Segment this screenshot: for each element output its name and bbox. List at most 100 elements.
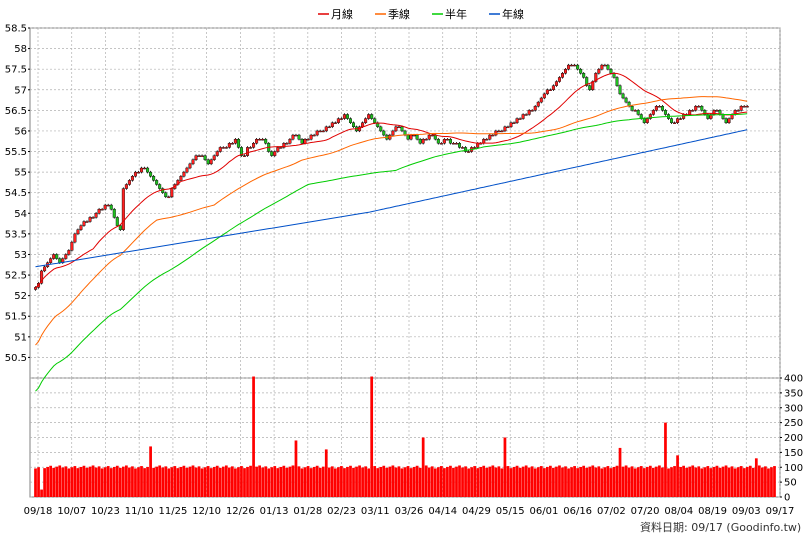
volume-bar: [315, 465, 319, 497]
volume-bar: [745, 466, 749, 497]
volume-bar: [185, 467, 189, 497]
volume-bar: [636, 467, 640, 497]
candle-body: [633, 110, 637, 112]
candle-body: [715, 110, 719, 112]
candle-body: [246, 147, 250, 156]
candle-body: [367, 114, 371, 119]
volume-bar: [158, 465, 162, 497]
volume-bar: [476, 468, 480, 497]
volume-bar: [337, 467, 340, 497]
volume-bar: [515, 465, 519, 497]
candle-body: [391, 130, 395, 136]
candle-body: [412, 134, 416, 137]
candle-body: [618, 85, 622, 95]
volume-bar: [397, 466, 401, 497]
volume-bar: [524, 465, 528, 497]
candle-body: [567, 64, 571, 70]
volume-grid: [29, 377, 781, 498]
volume-bar: [173, 466, 177, 497]
candle-body: [43, 266, 47, 272]
volume-bar: [309, 468, 313, 497]
volume-bar: [140, 466, 143, 497]
candle-body: [557, 77, 561, 82]
candle-body: [464, 147, 468, 152]
volume-bar: [152, 467, 155, 497]
volume-bar: [128, 467, 131, 497]
candle-body: [158, 184, 162, 189]
candle-body: [694, 106, 698, 111]
volume-bar: [582, 465, 586, 497]
volume-bar: [191, 465, 195, 497]
candle-body: [518, 118, 522, 120]
volume-bar: [603, 467, 607, 497]
volume-bar: [94, 467, 98, 497]
candle-body: [297, 134, 301, 140]
candle-body: [433, 134, 437, 140]
candle-body: [188, 163, 192, 169]
volume-bar: [182, 465, 186, 497]
candle-body: [703, 110, 707, 115]
candle-body: [370, 114, 374, 119]
volume-bar: [370, 376, 374, 497]
candle-body: [185, 167, 189, 173]
candle-body: [97, 208, 101, 214]
volume-bar: [200, 468, 204, 497]
candle-body: [533, 106, 537, 111]
candle-body: [288, 138, 292, 144]
candle-body: [585, 77, 589, 86]
candle-body: [155, 180, 159, 185]
volume-bar: [340, 466, 343, 497]
volume-bar: [536, 467, 540, 497]
candle-body: [258, 138, 262, 141]
volume-bar: [621, 466, 625, 497]
volume-bar: [682, 465, 685, 497]
candle-body: [82, 221, 86, 226]
candle-body: [521, 114, 525, 119]
candle-body: [230, 143, 234, 145]
candle-body: [688, 110, 692, 115]
volume-bar: [730, 466, 734, 497]
volume-bar: [237, 467, 240, 497]
volume-bar: [240, 466, 243, 497]
volume-bar: [679, 466, 682, 497]
candle-body: [136, 171, 140, 174]
volume-bar: [376, 468, 380, 497]
volume-tick-label-3: 150: [784, 448, 803, 459]
candle-body: [679, 118, 683, 120]
candle-body: [200, 155, 204, 157]
volume-bar: [403, 467, 407, 497]
candle-body: [115, 217, 119, 226]
candle-body: [209, 159, 213, 165]
volume-bar: [206, 466, 210, 497]
volume-bar: [455, 466, 458, 497]
volume-bar: [227, 467, 231, 497]
date-tick-label-4: 11/25: [158, 506, 187, 517]
candle-body: [397, 126, 401, 129]
candle-body: [524, 114, 528, 116]
volume-bar: [655, 466, 658, 497]
price-tick-label-6: 53.5: [5, 229, 27, 240]
candle-body: [130, 176, 134, 181]
candle-body: [579, 68, 583, 74]
volume-bar: [282, 465, 286, 497]
volume-bar: [349, 465, 352, 497]
volume-bar: [609, 468, 613, 497]
candle-body: [303, 138, 307, 144]
candle-body: [676, 118, 680, 123]
volume-bar: [85, 467, 89, 497]
candle-body: [442, 138, 446, 144]
volume-bar: [751, 467, 755, 497]
volume-bar: [61, 467, 65, 497]
volume-bar: [318, 467, 322, 497]
candle-body: [606, 64, 610, 70]
volume-bar: [606, 466, 610, 497]
volume-bar: [167, 468, 171, 497]
date-tick-label-22: 09/17: [766, 506, 795, 517]
candle-body: [358, 126, 362, 132]
volume-bar: [552, 467, 555, 497]
candle-body: [506, 126, 510, 129]
candle-body: [191, 159, 195, 165]
price-tick-label-14: 57.5: [5, 65, 27, 76]
candle-body: [527, 110, 531, 115]
candle-body: [206, 159, 210, 165]
